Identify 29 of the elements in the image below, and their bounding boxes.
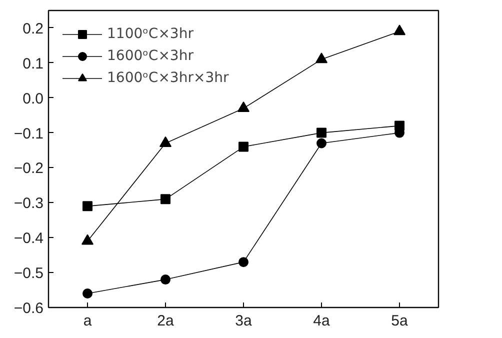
y-tick-label: 0.0	[22, 90, 44, 108]
y-tick-label: −0.2	[14, 160, 44, 178]
x-tick-label: a	[83, 312, 92, 330]
point	[394, 24, 406, 36]
point	[160, 274, 170, 285]
y-tick-label: −0.6	[14, 300, 44, 317]
legend-label: 1100ᵒC×3hr	[107, 26, 194, 42]
y-tick-label: −0.4	[14, 230, 44, 248]
point	[160, 136, 172, 147]
point	[160, 194, 170, 204]
x-tick-label: 2a	[157, 312, 174, 330]
y-tick-label: −0.3	[14, 195, 44, 212]
point	[82, 288, 92, 299]
point	[238, 257, 248, 268]
x-tick-label: 5a	[391, 312, 408, 330]
x-tick-label: 3a	[235, 312, 252, 330]
y-tick-label: 0.2	[22, 20, 44, 38]
y-tick-label: 0.1	[22, 55, 44, 72]
point	[316, 138, 326, 148]
point	[238, 101, 250, 112]
legend-label: 1600ᵒC×3hr×3hr	[107, 70, 229, 86]
point	[238, 142, 248, 152]
point	[316, 128, 326, 138]
x-tick-label: 4a	[313, 312, 330, 330]
y-tick-label: −0.1	[14, 125, 44, 142]
y-tick-label: −0.5	[14, 265, 44, 282]
point	[82, 201, 92, 212]
legend-label: 1600ᵒC×3hr	[107, 48, 194, 64]
point	[316, 52, 328, 64]
